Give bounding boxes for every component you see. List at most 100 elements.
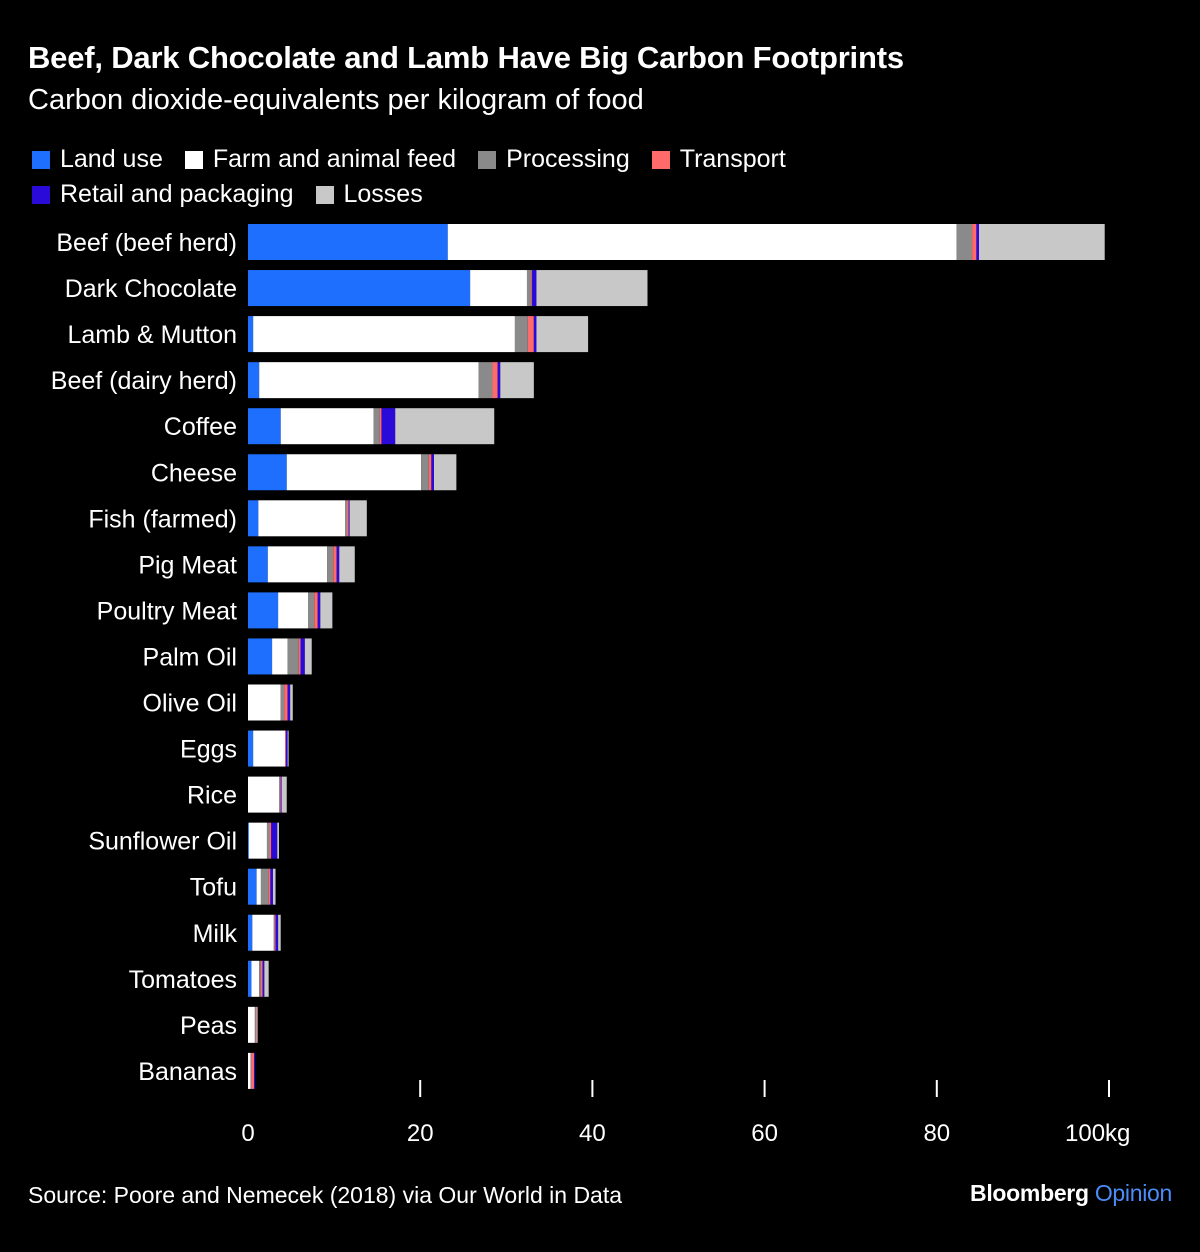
category-label: Lamb & Mutton (67, 321, 237, 349)
bar-segment-processing (514, 316, 528, 353)
bar-pig-meat (248, 546, 355, 583)
bar-segment-farm-and-animal-feed (248, 1006, 255, 1043)
bar-segment-transport (260, 960, 263, 997)
bar-segment-retail-and-packaging (262, 960, 265, 997)
bar-segment-retail-and-packaging (254, 1052, 256, 1089)
bar-segment-farm-and-animal-feed (256, 868, 261, 905)
bar-segment-land-use (248, 500, 259, 537)
bar-segment-farm-and-animal-feed (278, 592, 309, 629)
bar-segment-farm-and-animal-feed (253, 316, 515, 353)
category-label: Beef (beef herd) (56, 229, 237, 257)
bar-segment-transport (285, 730, 287, 767)
category-label: Poultry Meat (97, 597, 237, 625)
bar-segment-losses (264, 960, 269, 997)
bar-segment-farm-and-animal-feed (272, 638, 288, 675)
bar-poultry-meat (248, 592, 333, 629)
bar-palm-oil (248, 638, 312, 675)
bar-segment-transport (428, 454, 432, 491)
bar-segment-processing (327, 546, 334, 583)
legend-label-transport: Transport (679, 145, 786, 173)
bar-segment-farm-and-animal-feed (447, 224, 957, 260)
bar-segment-transport (284, 684, 288, 721)
bar-segment-transport (492, 362, 498, 399)
bar-segment-farm-and-animal-feed (251, 960, 260, 997)
bar-segment-transport (268, 868, 271, 905)
bar-sunflower-oil (248, 822, 279, 859)
bar-segment-processing (279, 776, 280, 813)
category-label: Rice (187, 782, 237, 810)
bar-segment-losses (278, 914, 281, 951)
brand-name: Bloomberg (970, 1180, 1089, 1206)
category-label: Eggs (180, 736, 237, 764)
legend-item-transport: Transport (651, 145, 786, 174)
bar-fish-farmed (248, 500, 367, 537)
brand-suffix: Opinion (1094, 1180, 1172, 1206)
legend-label-farm: Farm and animal feed (212, 145, 457, 173)
bar-lamb-mutton (248, 316, 589, 353)
bar-segment-transport (531, 270, 533, 307)
bar-segment-losses (304, 638, 312, 675)
bar-segment-retail-and-packaging (271, 822, 278, 859)
bar-segment-losses (536, 316, 589, 353)
bar-segment-farm-and-animal-feed (248, 822, 267, 859)
bar-cheese (248, 454, 457, 491)
category-label: Beef (dairy herd) (51, 367, 237, 395)
bar-peas (248, 1006, 258, 1043)
legend-item-retail: Retail and packaging (32, 180, 294, 209)
bar-segment-land-use (248, 960, 252, 997)
bar-segment-land-use (248, 914, 253, 951)
bar-segment-farm-and-animal-feed (248, 684, 281, 721)
bar-segment-processing (260, 868, 269, 905)
bar-segment-retail-and-packaging (280, 776, 282, 813)
bar-segment-processing (373, 408, 380, 445)
bar-segment-retail-and-packaging (275, 914, 279, 951)
bar-segment-losses (256, 1006, 258, 1043)
legend-swatch-losses (315, 185, 334, 204)
bar-eggs (248, 730, 289, 767)
bar-segment-retail-and-packaging (317, 592, 321, 629)
bar-segment-losses (395, 408, 495, 445)
bar-segment-processing (250, 1052, 252, 1089)
bar-segment-transport (251, 1052, 255, 1089)
bar-segment-losses (536, 270, 648, 307)
bar-segment-retail-and-packaging (381, 408, 396, 445)
bar-segment-processing (478, 362, 493, 399)
bar-rice (248, 776, 287, 813)
bar-coffee (248, 408, 495, 445)
bar-segment-retail-and-packaging (533, 316, 537, 353)
bar-segment-transport (527, 316, 534, 353)
legend: Land use Farm and animal feed Processing… (32, 142, 1032, 212)
bar-segment-transport (333, 546, 337, 583)
legend-row-2: Retail and packaging Losses (32, 177, 1032, 212)
bar-segment-retail-and-packaging (336, 546, 340, 583)
bar-segment-farm-and-animal-feed (267, 546, 328, 583)
bar-segment-farm-and-animal-feed (248, 776, 279, 813)
bar-segment-transport (379, 408, 382, 445)
legend-label-land-use: Land use (60, 145, 163, 173)
legend-label-retail: Retail and packaging (60, 180, 294, 208)
bar-segment-farm-and-animal-feed (248, 1052, 251, 1089)
source-note: Source: Poore and Nemecek (2018) via Our… (28, 1182, 623, 1208)
legend-swatch-retail (32, 185, 50, 204)
bar-segment-transport (269, 822, 272, 859)
bar-segment-land-use (248, 224, 448, 260)
x-tick-label: 0 (241, 1120, 254, 1147)
bar-segment-losses (281, 776, 287, 813)
bar-tofu (248, 868, 276, 905)
bar-segment-retail-and-packaging (976, 224, 979, 260)
bar-tomatoes (248, 960, 269, 997)
legend-item-processing: Processing (478, 145, 630, 174)
bar-segment-transport (314, 592, 318, 629)
bar-segment-losses (272, 868, 276, 905)
bar-olive-oil (248, 684, 293, 721)
bar-segment-retail-and-packaging (431, 454, 434, 491)
bar-segment-land-use (248, 408, 281, 445)
category-label: Pig Meat (138, 551, 237, 579)
bar-segment-transport (972, 224, 977, 260)
bar-segment-losses (500, 362, 534, 399)
bar-segment-losses (349, 500, 367, 537)
category-label: Bananas (138, 1058, 237, 1086)
bar-segment-retail-and-packaging (285, 730, 288, 767)
bar-segment-transport (279, 776, 281, 813)
